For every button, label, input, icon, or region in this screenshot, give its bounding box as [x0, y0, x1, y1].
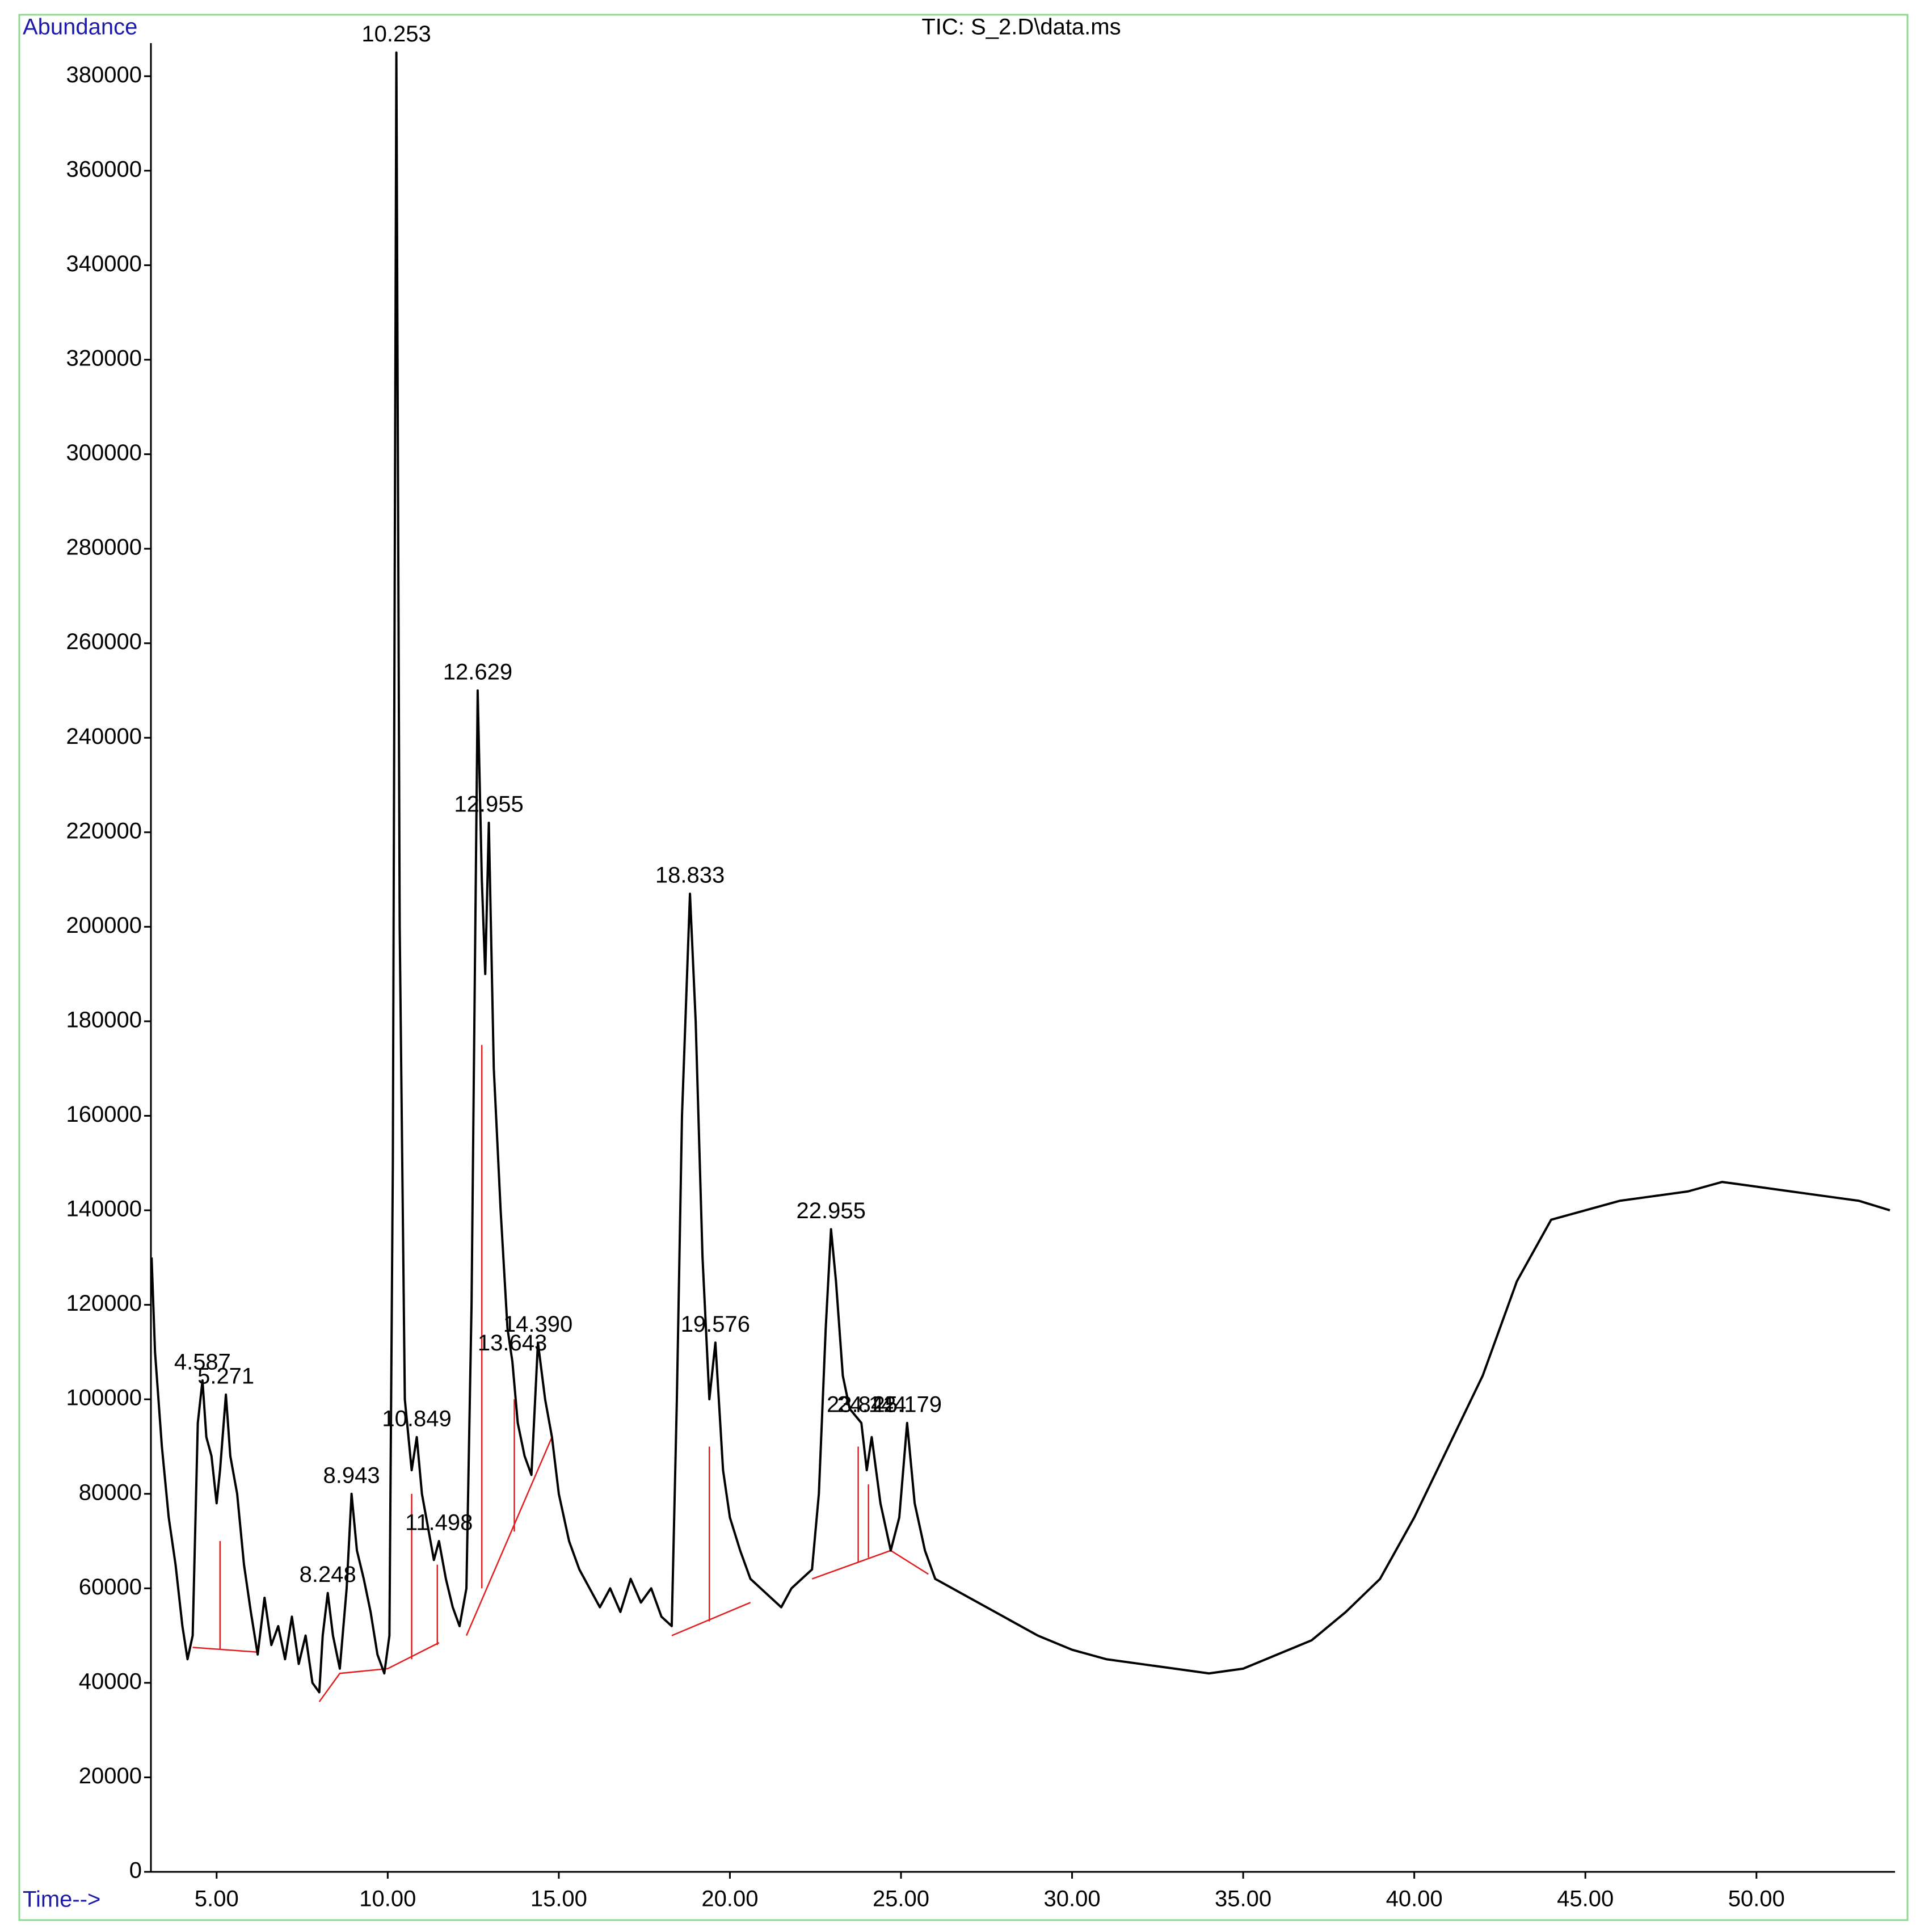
y-tick-label: 340000 [66, 251, 142, 276]
y-axis-label: Abundance [23, 15, 137, 40]
peak-label: 18.833 [655, 863, 725, 888]
peak-label: 23.842 [827, 1392, 896, 1417]
integration-line [671, 1602, 751, 1636]
peak-label: 8.943 [323, 1463, 380, 1488]
x-tick-label: 5.00 [195, 1887, 239, 1912]
peak-label: 4.587 [174, 1349, 231, 1374]
x-tick-label: 25.00 [873, 1887, 929, 1912]
peak-label: 19.576 [681, 1312, 750, 1337]
x-tick-label: 10.00 [359, 1887, 416, 1912]
x-axis-label: Time--> [23, 1887, 100, 1912]
y-tick-label: 260000 [66, 629, 142, 654]
integration-line [811, 1550, 929, 1580]
y-tick-label: 380000 [66, 62, 142, 87]
x-tick-label: 30.00 [1043, 1887, 1100, 1912]
y-tick-label: 60000 [79, 1575, 142, 1600]
peak-label: 22.955 [796, 1198, 865, 1223]
y-tick-label: 280000 [66, 535, 142, 560]
x-tick-label: 50.00 [1728, 1887, 1785, 1912]
y-tick-label: 160000 [66, 1102, 142, 1127]
peak-label: 8.248 [300, 1562, 356, 1587]
peak-label: 5.271 [197, 1363, 254, 1388]
y-tick-label: 100000 [66, 1386, 142, 1411]
x-tick-label: 35.00 [1215, 1887, 1271, 1912]
y-tick-label: 20000 [79, 1763, 142, 1788]
peak-label: 25.179 [873, 1392, 942, 1417]
x-tick-label: 20.00 [701, 1887, 758, 1912]
x-tick-label: 45.00 [1557, 1887, 1614, 1912]
peak-label: 10.849 [382, 1406, 451, 1431]
peak-label: 11.498 [405, 1510, 473, 1535]
x-tick-label: 15.00 [530, 1887, 587, 1912]
integration-line [192, 1647, 258, 1653]
peak-label: 10.253 [361, 22, 431, 47]
y-tick-label: 360000 [66, 157, 142, 182]
y-tick-label: 320000 [66, 346, 142, 371]
y-tick-label: 140000 [66, 1197, 142, 1222]
y-tick-label: 40000 [79, 1669, 142, 1694]
y-tick-label: 300000 [66, 440, 142, 465]
peak-label: 12.955 [454, 792, 523, 817]
peak-label: 24.144 [837, 1392, 906, 1417]
y-tick-label: 180000 [66, 1007, 142, 1032]
integration-line [465, 1437, 553, 1636]
peak-label: 13.643 [478, 1331, 547, 1356]
y-tick-label: 220000 [66, 818, 142, 843]
chart-title: TIC: S_2.D\data.ms [921, 15, 1121, 40]
trace [150, 51, 1890, 1694]
y-tick-label: 120000 [66, 1291, 142, 1316]
y-tick-label: 0 [129, 1858, 142, 1883]
integration-line [318, 1641, 440, 1702]
y-tick-label: 200000 [66, 913, 142, 938]
x-tick-label: 40.00 [1386, 1887, 1443, 1912]
y-tick-label: 240000 [66, 724, 142, 749]
frame [18, 14, 1909, 1921]
peak-label: 12.629 [443, 660, 512, 685]
y-tick-label: 80000 [79, 1480, 142, 1505]
peak-label: 14.390 [503, 1312, 572, 1337]
